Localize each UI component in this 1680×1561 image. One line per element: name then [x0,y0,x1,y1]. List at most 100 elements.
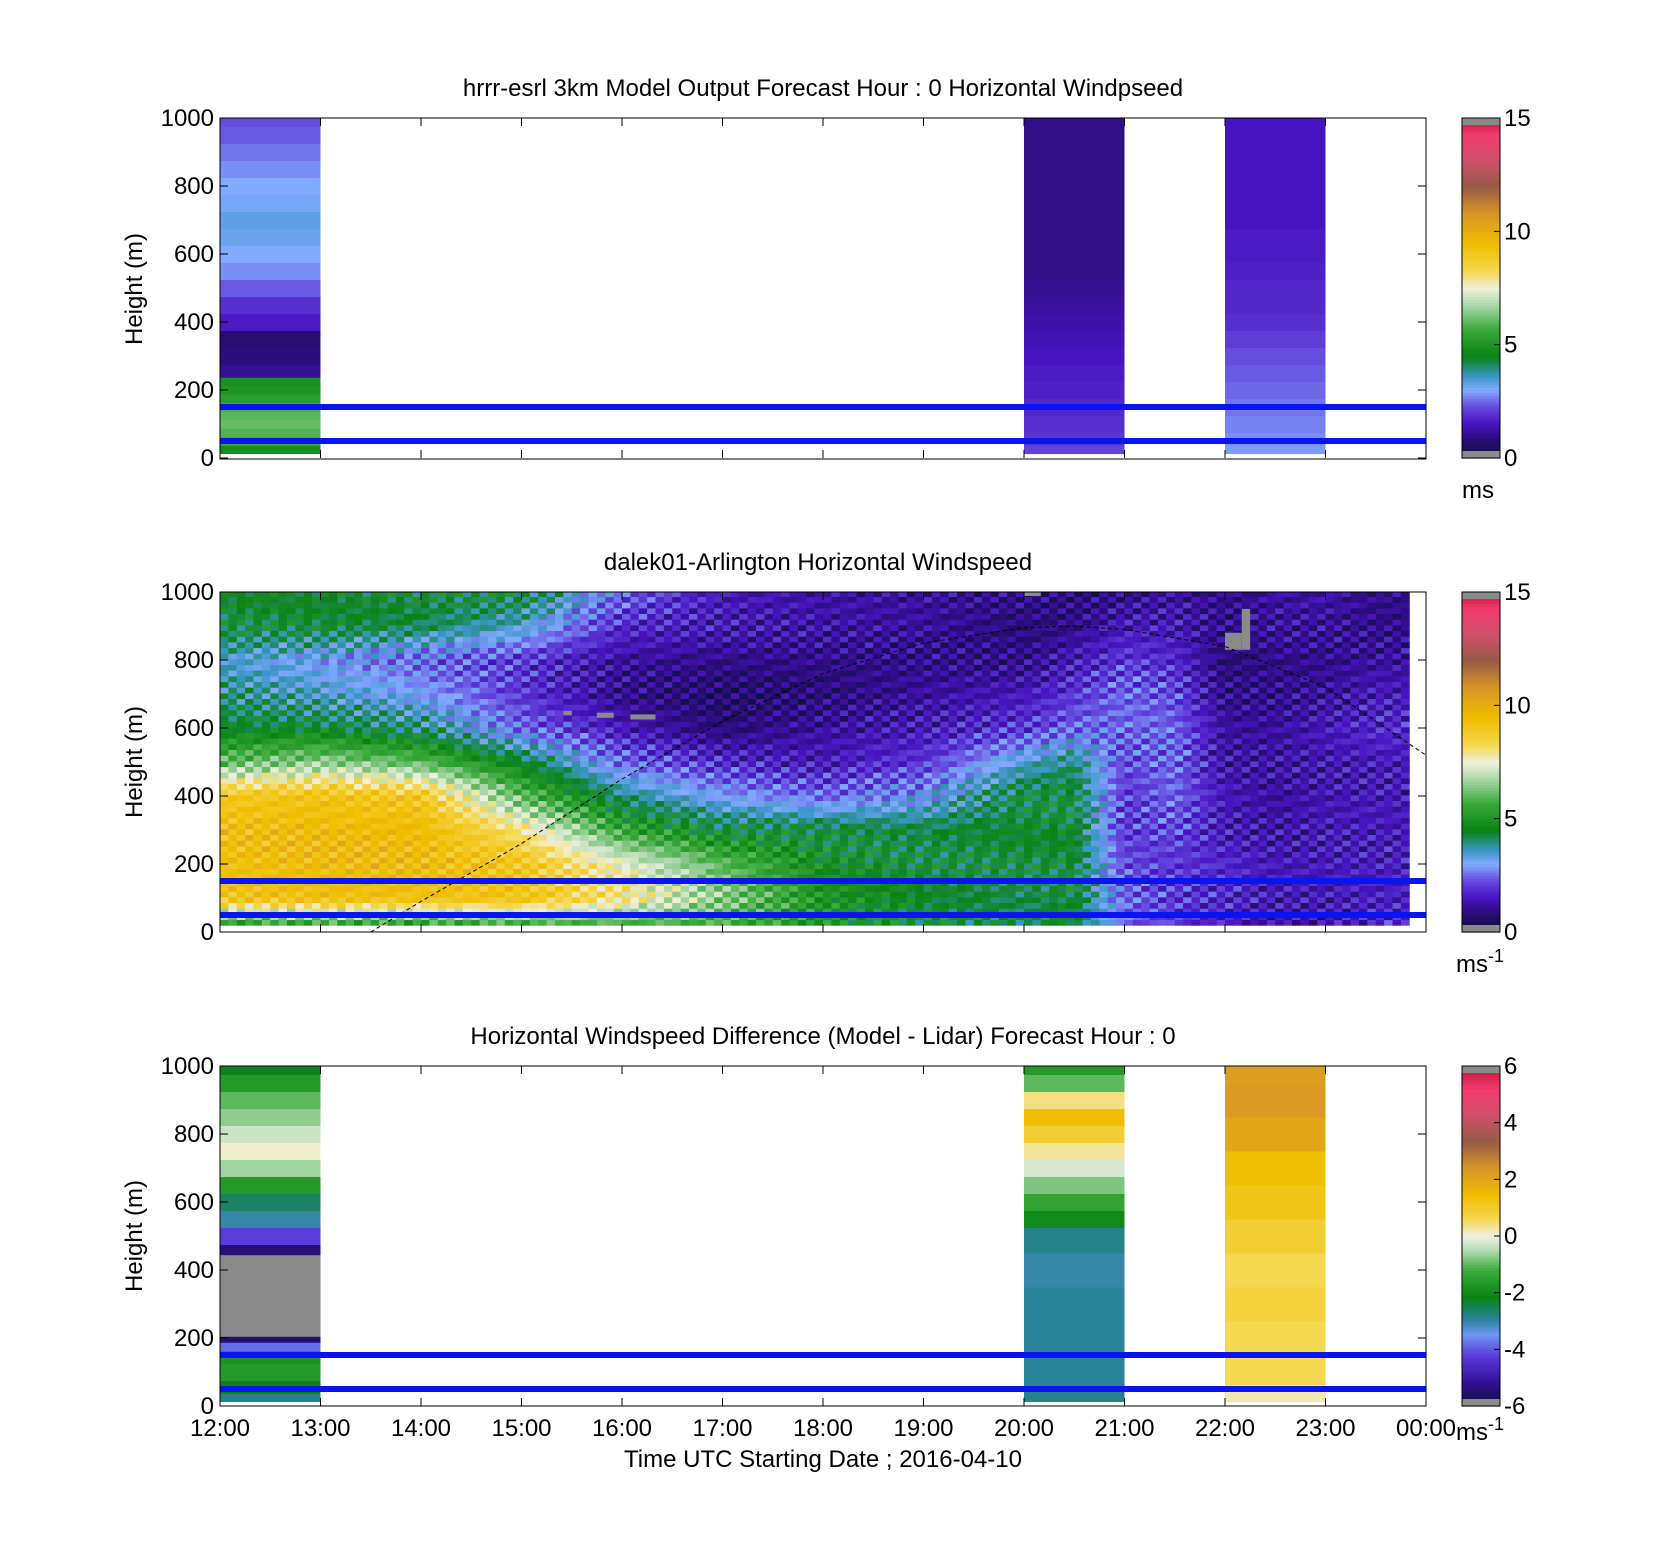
heatmap-cell [303,783,313,790]
heatmap-cell [555,851,564,858]
heatmap-cell [404,766,414,773]
heatmap-cell [596,800,606,807]
heatmap-cell [245,755,254,762]
heatmap-cell [220,675,229,683]
heatmap-cell [379,857,388,864]
heatmap-cell [714,828,723,836]
heatmap-cell [789,602,799,609]
heatmap-cell [756,908,765,915]
heatmap-cell [471,749,481,756]
heatmap-cell [278,891,288,898]
heatmap-cell [261,670,271,677]
heatmap-cell [437,641,447,649]
heatmap-cell [781,681,790,688]
heatmap-cell [462,630,472,637]
heatmap-cell [228,692,238,700]
heatmap-cell [287,800,296,807]
heatmap-cell [220,851,229,858]
heatmap-cell [513,596,522,603]
heatmap-cell [488,760,497,768]
heatmap-cell [278,766,288,773]
heatmap-cell [705,596,715,603]
colorbar-swatch [1462,347,1500,351]
heatmap-cell [772,721,782,728]
heatmap-cell [454,851,464,858]
colorbar-frame [1461,117,1501,459]
heatmap-cell [722,607,732,615]
heatmap-cell [680,738,690,745]
heatmap-cell [395,834,405,841]
heatmap-cell [789,766,799,773]
heatmap-cell [689,664,698,671]
heatmap-cell [529,857,539,864]
heatmap-cell [647,857,656,864]
heatmap-cell [278,607,288,615]
heatmap-cell [714,721,723,728]
heatmap-cell [806,862,816,870]
heatmap-cell [596,766,606,773]
heatmap-cell [220,428,321,438]
heatmap-cell [839,845,849,853]
heatmap-cell [345,896,355,904]
heatmap-cell [278,715,288,722]
heatmap-cell [387,613,397,620]
heatmap-cell [772,738,782,745]
heatmap-cell [513,658,522,666]
heatmap-cell [638,811,648,819]
heatmap-cell [655,823,665,830]
heatmap-cell [655,789,665,796]
heatmap-cell [814,902,824,909]
heatmap-cell [538,624,548,632]
heatmap-cell [471,811,481,819]
heatmap-cell [781,817,790,824]
heatmap-cell [672,772,682,779]
heatmap-cell [546,687,556,694]
heatmap-cell [236,749,246,756]
heatmap-cell [881,692,891,700]
heatmap-cell [772,681,782,688]
heatmap-cell [496,811,506,819]
heatmap-cell [571,607,581,615]
colorbar-swatch [1462,404,1500,408]
heatmap-cell [295,908,305,915]
heatmap-cell [571,851,581,858]
heatmap-cell [663,896,673,904]
heatmap-cell [814,602,824,609]
heatmap-cell [270,857,280,864]
heatmap-cell [261,653,271,660]
heatmap-cell [873,641,883,649]
heatmap-cell [270,789,280,796]
heatmap-cell [421,675,430,683]
heatmap-cell [504,607,514,615]
heatmap-cell [261,709,271,717]
heatmap-cell [312,619,321,626]
heatmap-cell [538,670,548,677]
heatmap-cell [253,840,263,847]
heatmap-cell [823,840,832,847]
heatmap-cell [806,602,816,609]
heatmap-cell [287,823,296,830]
heatmap-cell [630,919,640,926]
heatmap-cell [546,760,556,768]
heatmap-cell [538,896,548,904]
heatmap-cell [437,715,447,722]
heatmap-cell [253,602,263,609]
heatmap-cell [638,851,648,858]
heatmap-cell [529,845,539,853]
heatmap-cell [446,908,455,915]
heatmap-cell [672,602,682,609]
colorbar-swatch [1462,299,1500,303]
heatmap-cell [655,851,665,858]
heatmap-cell [404,743,414,751]
heatmap-cell [287,789,296,796]
heatmap-cell [278,743,288,751]
heatmap-cell [722,806,732,813]
heatmap-cell [890,800,899,807]
heatmap-cell [345,692,355,700]
heatmap-cell [764,749,774,756]
heatmap-cell [756,794,765,802]
heatmap-cell [580,749,589,756]
heatmap-cell [571,602,581,609]
heatmap-cell [345,885,355,892]
heatmap-cell [680,789,690,796]
